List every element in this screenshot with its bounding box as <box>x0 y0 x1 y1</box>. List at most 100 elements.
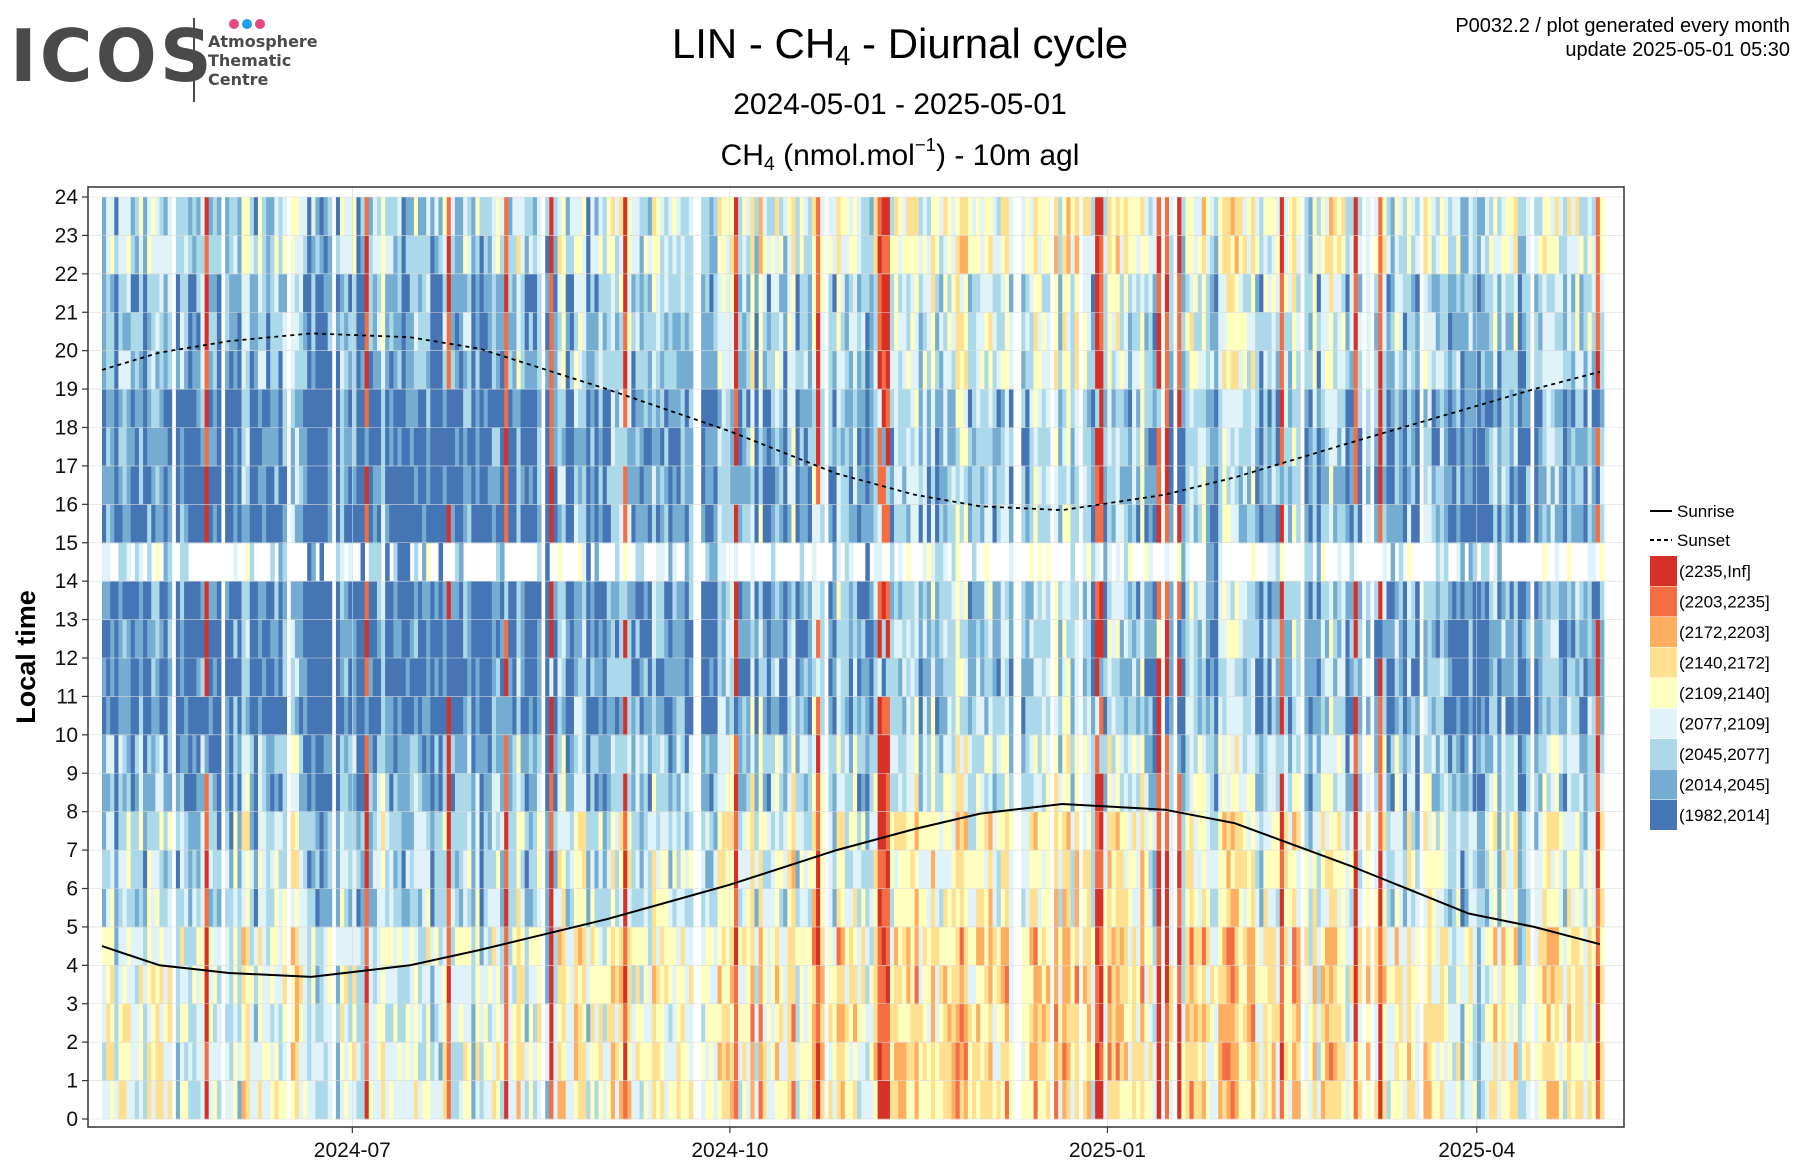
heatmap-cell <box>163 734 169 774</box>
heatmap-cell <box>816 658 821 697</box>
heatmap-cell <box>155 658 160 697</box>
heatmap-cell <box>138 888 144 928</box>
heatmap-cell <box>360 888 366 928</box>
heatmap-cell <box>573 926 579 966</box>
heatmap-cell <box>188 850 193 889</box>
heatmap-cell <box>524 235 530 275</box>
heatmap-cell <box>163 235 169 275</box>
heatmap-cell <box>836 888 842 928</box>
heatmap-cell <box>155 504 160 544</box>
heatmap-cell <box>738 389 743 428</box>
heatmap-cell <box>364 504 370 544</box>
heatmap-cell <box>237 811 242 851</box>
heatmap-cell <box>865 734 870 774</box>
heatmap-cell <box>869 389 874 428</box>
heatmap-cell <box>471 696 476 736</box>
heatmap-cell <box>713 581 718 620</box>
heatmap-cell <box>167 811 173 851</box>
heatmap-cell <box>651 197 657 236</box>
heatmap-cell <box>348 1003 353 1043</box>
heatmap-cell <box>930 888 936 928</box>
heatmap-cell <box>783 197 788 236</box>
heatmap-cell <box>799 1003 805 1043</box>
heatmap-cell <box>512 350 517 390</box>
heatmap-cell <box>557 235 563 275</box>
heatmap-cell <box>951 850 956 889</box>
heatmap-cell <box>664 273 669 313</box>
heatmap-cell <box>376 504 382 544</box>
heatmap-cell <box>307 888 312 928</box>
heatmap-cell <box>508 811 513 851</box>
heatmap-cell <box>200 850 205 889</box>
heatmap-cell <box>319 504 324 544</box>
heatmap-cell <box>939 350 944 390</box>
heatmap-cell <box>147 581 152 620</box>
heatmap-cell <box>775 1080 780 1120</box>
heatmap-cell <box>163 312 169 352</box>
heatmap-cell <box>643 965 649 1005</box>
heatmap-cell <box>992 389 998 428</box>
heatmap-cell <box>988 197 993 236</box>
heatmap-cell <box>869 273 874 313</box>
heatmap-cell <box>323 465 329 505</box>
heatmap-cell <box>106 811 111 851</box>
heatmap-cell <box>569 734 575 774</box>
heatmap-cell <box>910 888 915 928</box>
heatmap-cell <box>701 965 706 1005</box>
heatmap-cell <box>643 811 649 851</box>
heatmap-cell <box>684 696 690 736</box>
heatmap-cell <box>438 350 444 390</box>
heatmap-cell <box>114 734 119 774</box>
heatmap-cell <box>479 926 485 966</box>
heatmap-cell <box>454 312 460 352</box>
heatmap-cell <box>816 350 821 390</box>
heatmap-cell <box>721 926 727 966</box>
heatmap-cell <box>335 312 341 352</box>
heatmap-cell <box>984 1003 989 1043</box>
heatmap-cell <box>495 734 501 774</box>
heatmap-cell <box>635 542 640 582</box>
heatmap-cell <box>996 312 1002 352</box>
heatmap-cell <box>943 773 948 813</box>
heatmap-cell <box>906 734 911 774</box>
heatmap-cell <box>651 504 657 544</box>
heatmap-cell <box>787 504 792 544</box>
heatmap-cell <box>783 312 788 352</box>
heatmap-cell <box>565 734 571 774</box>
heatmap-cell <box>972 427 977 467</box>
heatmap-cell <box>430 811 435 851</box>
heatmap-cell <box>463 658 468 697</box>
heatmap-cell <box>257 850 263 889</box>
heatmap-cell <box>475 658 480 697</box>
heatmap-cell <box>918 658 924 697</box>
heatmap-cell <box>836 1080 842 1120</box>
heatmap-cell <box>668 197 673 236</box>
heatmap-cell <box>684 427 690 467</box>
heatmap-cell <box>586 926 591 966</box>
heatmap-cell <box>672 427 677 467</box>
heatmap-cell <box>102 773 107 813</box>
heatmap-cell <box>775 619 780 659</box>
heatmap-cell <box>122 273 128 313</box>
heatmap-cell <box>167 658 173 697</box>
heatmap-cell <box>861 273 866 313</box>
heatmap-cell <box>594 619 599 659</box>
heatmap-cell <box>582 773 587 813</box>
heatmap-cell <box>175 773 181 813</box>
heatmap-cell <box>639 1042 645 1081</box>
heatmap-cell <box>524 350 530 390</box>
heatmap-cell <box>709 658 714 697</box>
heatmap-cell <box>545 312 550 352</box>
heatmap-cell <box>582 658 587 697</box>
heatmap-cell <box>106 235 111 275</box>
heatmap-cell <box>840 811 846 851</box>
heatmap-cell <box>955 389 961 428</box>
heatmap-cell <box>504 273 509 313</box>
heatmap-cell <box>606 312 612 352</box>
heatmap-cell <box>495 1003 501 1043</box>
heatmap-cell <box>311 1080 316 1120</box>
heatmap-cell <box>725 427 731 467</box>
heatmap-cell <box>848 619 854 659</box>
heatmap-cell <box>795 350 801 390</box>
heatmap-cell <box>705 926 710 966</box>
